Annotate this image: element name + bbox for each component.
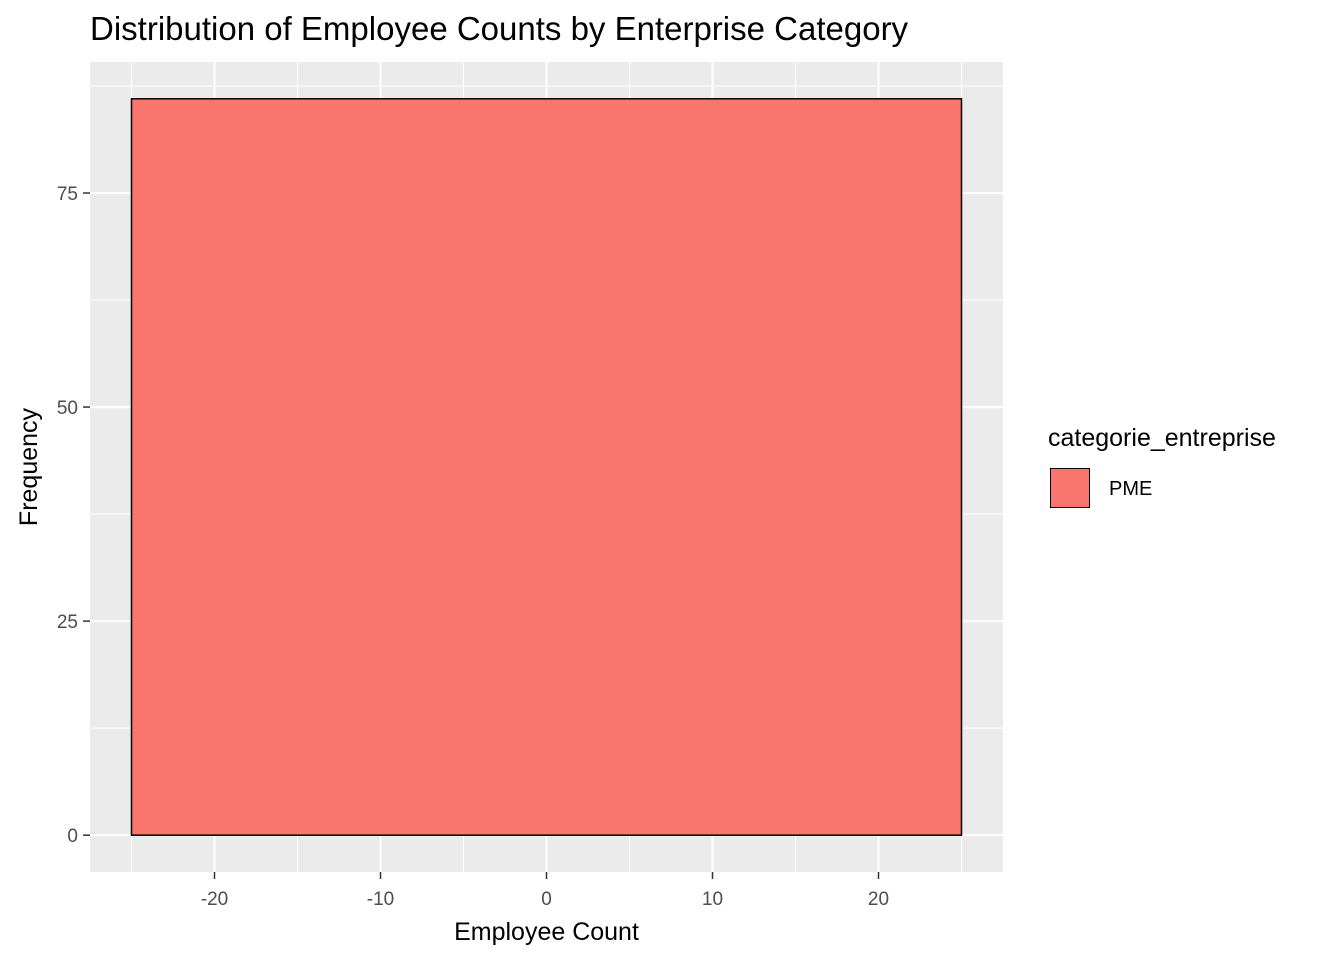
histogram-bar xyxy=(130,98,963,836)
y-tick-label: 75 xyxy=(57,184,78,205)
legend: categorie_entreprise PME xyxy=(1048,424,1276,508)
legend-item-pme: PME xyxy=(1048,468,1268,512)
x-axis-title: Employee Count xyxy=(454,918,639,946)
x-tick-label: 20 xyxy=(868,889,889,910)
legend-label: PME xyxy=(1109,478,1153,500)
y-axis-title: Frequency xyxy=(15,407,43,526)
y-tick-label: 0 xyxy=(67,826,78,847)
chart-title: Distribution of Employee Counts by Enter… xyxy=(90,10,909,47)
y-axis: 0 25 50 75 xyxy=(57,184,90,847)
y-tick-label: 50 xyxy=(57,398,78,419)
legend-title: categorie_entreprise xyxy=(1048,424,1276,452)
x-tick-label: -20 xyxy=(201,889,228,910)
x-tick-label: 0 xyxy=(541,889,552,910)
x-tick-label: -10 xyxy=(367,889,394,910)
x-axis: -20 -10 0 10 20 xyxy=(201,872,889,910)
legend-key-swatch xyxy=(1050,468,1090,508)
y-tick-label: 25 xyxy=(57,612,78,633)
x-tick-label: 10 xyxy=(702,889,723,910)
histogram-bars xyxy=(130,98,963,836)
